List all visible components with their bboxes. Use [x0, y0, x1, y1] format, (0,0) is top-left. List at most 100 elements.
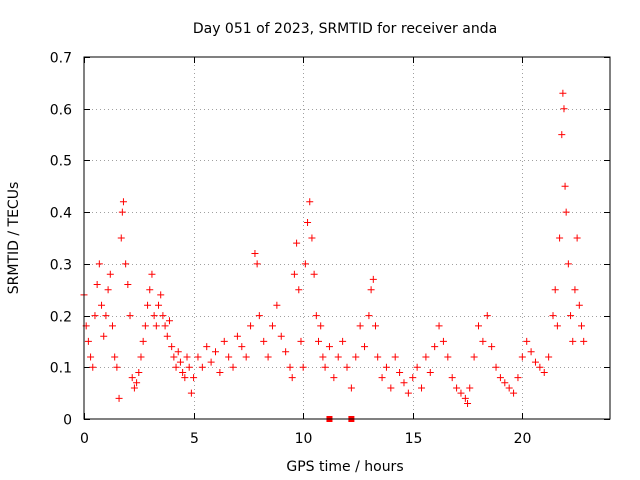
data-point [118, 208, 126, 216]
data-point [501, 379, 509, 387]
data-point [571, 286, 579, 294]
data-point [268, 322, 276, 330]
data-point [130, 384, 138, 392]
data-point [163, 332, 171, 340]
data-point [479, 337, 487, 345]
data-point [216, 368, 224, 376]
data-point [212, 348, 219, 356]
data-point [475, 322, 482, 330]
data-point [352, 353, 360, 361]
data-point [527, 348, 535, 356]
data-point [150, 312, 158, 320]
data-point [518, 353, 526, 361]
data-point [464, 399, 472, 407]
data-point [255, 312, 263, 320]
y-tick-label: 0.3 [50, 258, 72, 274]
data-point [488, 343, 496, 351]
data-point [251, 250, 259, 258]
data-point [453, 384, 461, 392]
data-point [126, 312, 134, 320]
data-point [282, 348, 290, 356]
data-point [93, 281, 101, 289]
data-point [146, 286, 154, 294]
data-point [238, 343, 246, 351]
data-point [273, 301, 281, 309]
data-point [562, 208, 570, 216]
data-point [233, 332, 241, 340]
y-tick-label: 0.2 [50, 310, 72, 326]
data-point [106, 270, 114, 278]
data-point [382, 363, 390, 371]
y-tick-label: 0.4 [50, 206, 72, 222]
axis-ticks: 0 0.1 0.2 0.3 0.4 0.5 0.6 0.7 0 5 10 15 20 [50, 51, 610, 447]
data-point [286, 363, 294, 371]
data-point [148, 270, 156, 278]
data-point [569, 337, 577, 345]
y-tick-label: 0.7 [50, 51, 72, 67]
data-point [560, 105, 568, 113]
data-point [325, 343, 333, 351]
data-point [413, 363, 421, 371]
data-point [561, 182, 569, 190]
data-point [194, 353, 202, 361]
data-point [91, 312, 99, 320]
data-point [172, 363, 180, 371]
data-point [461, 394, 469, 402]
data-point [174, 348, 182, 356]
data-point [496, 374, 504, 382]
plot-frame [83, 56, 611, 420]
data-point [308, 234, 316, 242]
data-point [185, 363, 193, 371]
data-point [122, 260, 130, 268]
data-point [426, 368, 434, 376]
y-tick-label: 0.5 [50, 154, 72, 170]
x-axis-label: GPS time / hours [286, 459, 403, 475]
data-point [108, 322, 116, 330]
data-point [567, 312, 575, 320]
data-point [95, 260, 103, 268]
x-tick-label: 5 [190, 431, 199, 447]
data-point [536, 363, 544, 371]
data-point [387, 384, 395, 392]
data-point [435, 322, 443, 330]
data-point [225, 353, 233, 361]
data-point [301, 260, 309, 268]
data-point [321, 363, 329, 371]
data-point [330, 374, 338, 382]
data-point [564, 260, 572, 268]
data-point [374, 353, 382, 361]
data-point [135, 368, 143, 376]
data-point [315, 337, 323, 345]
data-point [117, 234, 125, 242]
data-point [540, 368, 548, 376]
data-point [297, 337, 305, 345]
data-point [242, 353, 250, 361]
data-point [367, 286, 375, 294]
data-point [306, 198, 314, 206]
chart-title: Day 051 of 2023, SRMTID for receiver and… [193, 21, 497, 37]
data-point [396, 368, 404, 376]
data-point [229, 363, 237, 371]
data-point [578, 322, 586, 330]
data-point [165, 317, 173, 325]
data-point [378, 374, 386, 382]
data-point [361, 343, 369, 351]
x-tick-label: 0 [80, 431, 89, 447]
data-point [312, 312, 320, 320]
data-point [371, 322, 379, 330]
data-point [523, 337, 531, 345]
y-axis-label: SRMTID / TECUs [6, 182, 22, 295]
data-point [133, 379, 141, 387]
data-point [277, 332, 285, 340]
data-point [347, 384, 355, 392]
data-point [400, 379, 408, 387]
data-point [510, 389, 518, 397]
x-tick-label: 10 [295, 431, 313, 447]
data-point [161, 322, 169, 330]
data-point [580, 337, 588, 345]
data-point [556, 234, 564, 242]
data-point [339, 337, 347, 345]
data-point [492, 363, 500, 371]
x-tick-label: 20 [514, 431, 532, 447]
